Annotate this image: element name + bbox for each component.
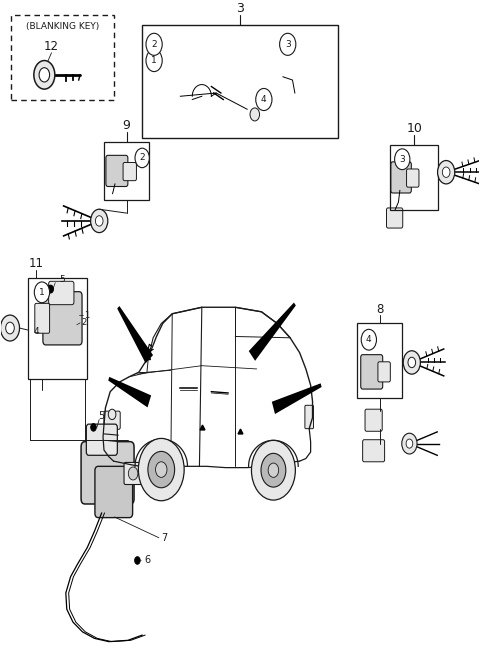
FancyBboxPatch shape [365, 409, 382, 431]
Bar [28, 278, 87, 379]
FancyBboxPatch shape [378, 362, 390, 382]
Circle shape [280, 33, 296, 55]
Circle shape [256, 89, 272, 111]
Circle shape [361, 329, 376, 350]
FancyBboxPatch shape [305, 405, 313, 428]
FancyBboxPatch shape [158, 73, 198, 116]
Circle shape [402, 433, 417, 454]
Text: 5: 5 [98, 411, 105, 420]
Circle shape [261, 453, 286, 487]
FancyBboxPatch shape [391, 162, 411, 193]
FancyBboxPatch shape [192, 86, 204, 108]
Circle shape [146, 49, 162, 72]
Text: 3: 3 [236, 2, 244, 15]
Bar [357, 323, 402, 398]
Circle shape [6, 322, 14, 334]
Polygon shape [249, 298, 299, 361]
Circle shape [96, 216, 103, 226]
FancyBboxPatch shape [81, 441, 134, 504]
Circle shape [108, 409, 116, 420]
Text: 1: 1 [39, 288, 45, 297]
FancyBboxPatch shape [386, 208, 403, 228]
Text: 3: 3 [285, 40, 290, 49]
Circle shape [268, 463, 279, 478]
Text: 11: 11 [29, 257, 44, 270]
Bar [104, 142, 149, 200]
Text: 1: 1 [151, 56, 157, 65]
Text: (BLANKING KEY): (BLANKING KEY) [25, 22, 99, 31]
Circle shape [128, 467, 138, 480]
FancyBboxPatch shape [86, 424, 117, 455]
Polygon shape [107, 371, 151, 407]
Circle shape [403, 351, 420, 374]
Circle shape [134, 556, 140, 564]
Circle shape [395, 149, 410, 170]
FancyBboxPatch shape [95, 466, 132, 518]
Circle shape [443, 167, 450, 177]
Text: 6: 6 [144, 556, 151, 565]
FancyBboxPatch shape [361, 355, 383, 389]
FancyBboxPatch shape [104, 411, 120, 429]
Text: 7: 7 [161, 533, 168, 543]
Circle shape [406, 439, 413, 448]
Text: 2: 2 [139, 154, 145, 163]
Text: 2: 2 [81, 318, 86, 327]
FancyBboxPatch shape [48, 281, 74, 304]
FancyBboxPatch shape [262, 61, 285, 92]
Circle shape [138, 438, 184, 501]
FancyBboxPatch shape [124, 462, 142, 485]
FancyBboxPatch shape [218, 46, 236, 66]
Text: 12: 12 [44, 40, 59, 52]
Text: 1: 1 [84, 310, 89, 319]
FancyBboxPatch shape [123, 163, 136, 180]
Circle shape [135, 148, 149, 168]
Circle shape [438, 161, 455, 184]
Text: 5: 5 [60, 275, 65, 284]
Text: 3: 3 [399, 155, 405, 164]
Text: 4: 4 [34, 327, 39, 336]
Circle shape [408, 358, 416, 367]
Circle shape [252, 440, 295, 500]
Circle shape [34, 60, 55, 89]
Bar [142, 25, 338, 138]
FancyBboxPatch shape [162, 60, 184, 83]
Text: 2: 2 [156, 464, 162, 474]
Polygon shape [272, 378, 323, 414]
Bar [390, 145, 438, 210]
Circle shape [148, 451, 175, 488]
Text: 8: 8 [376, 302, 383, 316]
FancyBboxPatch shape [407, 169, 419, 187]
Circle shape [39, 68, 49, 82]
FancyBboxPatch shape [291, 90, 303, 108]
Text: 10: 10 [406, 122, 422, 135]
Circle shape [0, 315, 20, 341]
FancyBboxPatch shape [245, 100, 264, 129]
Circle shape [91, 209, 108, 233]
FancyBboxPatch shape [255, 65, 267, 89]
Polygon shape [114, 302, 153, 363]
Circle shape [146, 33, 162, 55]
FancyBboxPatch shape [214, 57, 240, 106]
FancyBboxPatch shape [363, 440, 384, 462]
Text: 1: 1 [156, 453, 162, 464]
Text: 4: 4 [366, 335, 372, 344]
Text: 4: 4 [261, 95, 267, 104]
Text: 2: 2 [151, 40, 157, 49]
FancyBboxPatch shape [106, 155, 128, 186]
Circle shape [156, 462, 167, 478]
Circle shape [250, 108, 260, 121]
FancyBboxPatch shape [35, 303, 49, 333]
Text: 9: 9 [123, 119, 131, 132]
Circle shape [34, 282, 49, 302]
Circle shape [91, 424, 96, 431]
Circle shape [48, 285, 53, 293]
FancyBboxPatch shape [43, 292, 82, 345]
Bar [11, 15, 114, 100]
